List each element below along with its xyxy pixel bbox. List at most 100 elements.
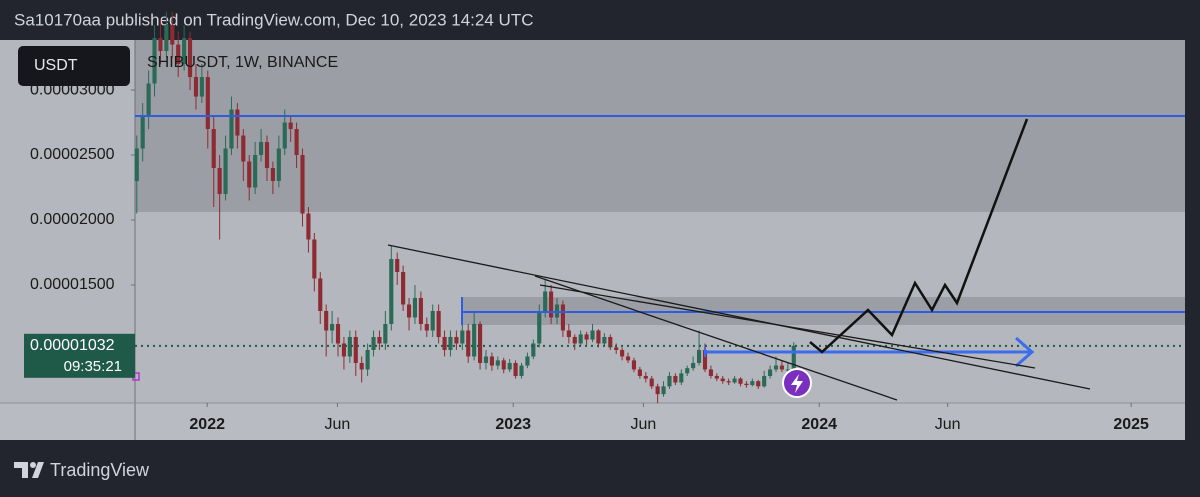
x-tick-label: 2023 — [495, 416, 531, 433]
candle-body — [395, 258, 400, 272]
candle-body — [359, 362, 364, 370]
candle-body — [182, 38, 187, 65]
candle-body — [590, 330, 595, 340]
currency-label: USDT — [34, 57, 78, 74]
candle-body — [442, 336, 447, 350]
candle-body — [134, 148, 139, 182]
candle-body — [531, 343, 536, 357]
y-tick-label: 0.00001500 — [30, 276, 115, 293]
candle-body — [211, 129, 216, 169]
candle-body — [525, 356, 530, 366]
candle-body — [608, 336, 613, 348]
candle-body — [543, 291, 548, 311]
price-tag — [24, 333, 135, 378]
x-tick-label: Jun — [935, 416, 961, 433]
candle-body — [306, 213, 311, 240]
candle-body — [264, 142, 270, 169]
candle-body — [744, 383, 749, 386]
x-axis — [0, 403, 1185, 440]
candle-body — [602, 336, 607, 344]
candle-body — [756, 381, 761, 387]
candle-body — [495, 360, 500, 366]
candle-body — [513, 362, 518, 376]
y-tick-label: 0.00002500 — [30, 146, 115, 163]
candle-body — [762, 375, 767, 387]
candle-body — [702, 349, 708, 370]
candle-body — [164, 25, 169, 52]
candle-body — [158, 38, 163, 52]
candle-body — [412, 297, 418, 318]
x-tick-label: Jun — [325, 416, 351, 433]
candle-body — [655, 386, 660, 395]
projection-path — [809, 118, 1029, 354]
x-tick-label: 2025 — [1113, 416, 1149, 433]
trend-line — [534, 275, 898, 401]
candle-body — [519, 365, 524, 376]
symbol-title: SHIBUSDT, 1W, BINANCE — [147, 54, 338, 71]
candle-body — [477, 323, 483, 363]
drawings — [132, 115, 1185, 401]
candle-body — [785, 369, 790, 371]
candle-body — [637, 369, 642, 376]
candle-body — [489, 356, 494, 366]
candle-body — [578, 334, 583, 344]
candle-body — [258, 142, 264, 156]
candle-body — [371, 336, 376, 350]
candle-body — [448, 336, 453, 350]
x-tick-label: 2022 — [189, 416, 225, 433]
candle-body — [472, 323, 477, 357]
candle-body — [365, 349, 370, 370]
candle-body — [507, 362, 512, 370]
candle-body — [773, 365, 779, 370]
candle-body — [691, 362, 696, 369]
candle-body — [708, 369, 713, 376]
candle-body — [205, 77, 210, 130]
target-arrow — [1015, 336, 1035, 368]
candle-body — [714, 375, 719, 379]
brand: TradingView — [50, 460, 150, 480]
candle-body — [330, 323, 335, 331]
candle-body — [673, 375, 678, 383]
candle-body — [661, 386, 666, 395]
candle-body — [720, 378, 725, 382]
candle-body — [732, 378, 737, 383]
candle-body — [276, 148, 281, 182]
candle-body — [631, 360, 637, 370]
candle-body — [140, 116, 145, 149]
event-icon — [791, 374, 803, 393]
candle-body — [620, 349, 625, 357]
logo — [30, 462, 36, 468]
candle-body — [152, 38, 157, 84]
x-tick-label: Jun — [631, 416, 657, 433]
candle-body — [667, 375, 672, 387]
candle-body — [217, 168, 222, 195]
candle-body — [483, 356, 489, 363]
candle-body — [146, 83, 151, 117]
candle-body — [726, 381, 731, 383]
candle-body — [750, 381, 755, 386]
candle-body — [347, 336, 352, 357]
candle-body — [241, 135, 246, 162]
candle-body — [229, 109, 234, 149]
candle-body — [270, 168, 275, 182]
candle-body — [187, 38, 193, 78]
candle-body — [223, 148, 228, 195]
candle-body — [649, 378, 654, 387]
candle-body — [625, 356, 631, 361]
candle-body — [549, 291, 554, 318]
trend-line — [387, 244, 1091, 390]
currency-button[interactable] — [18, 46, 130, 86]
candle-body — [679, 373, 684, 383]
publish-info: Sa10170aa published on TradingView.com, … — [14, 10, 533, 29]
candle-body — [193, 77, 199, 97]
logo — [14, 462, 44, 478]
candle-body — [170, 25, 175, 45]
candle-body — [253, 155, 258, 188]
y-tick-label: 0.00002000 — [30, 211, 115, 228]
candle-body — [353, 336, 358, 363]
candle-body — [176, 44, 181, 65]
candle-body — [685, 368, 690, 374]
candle-body — [454, 336, 459, 344]
